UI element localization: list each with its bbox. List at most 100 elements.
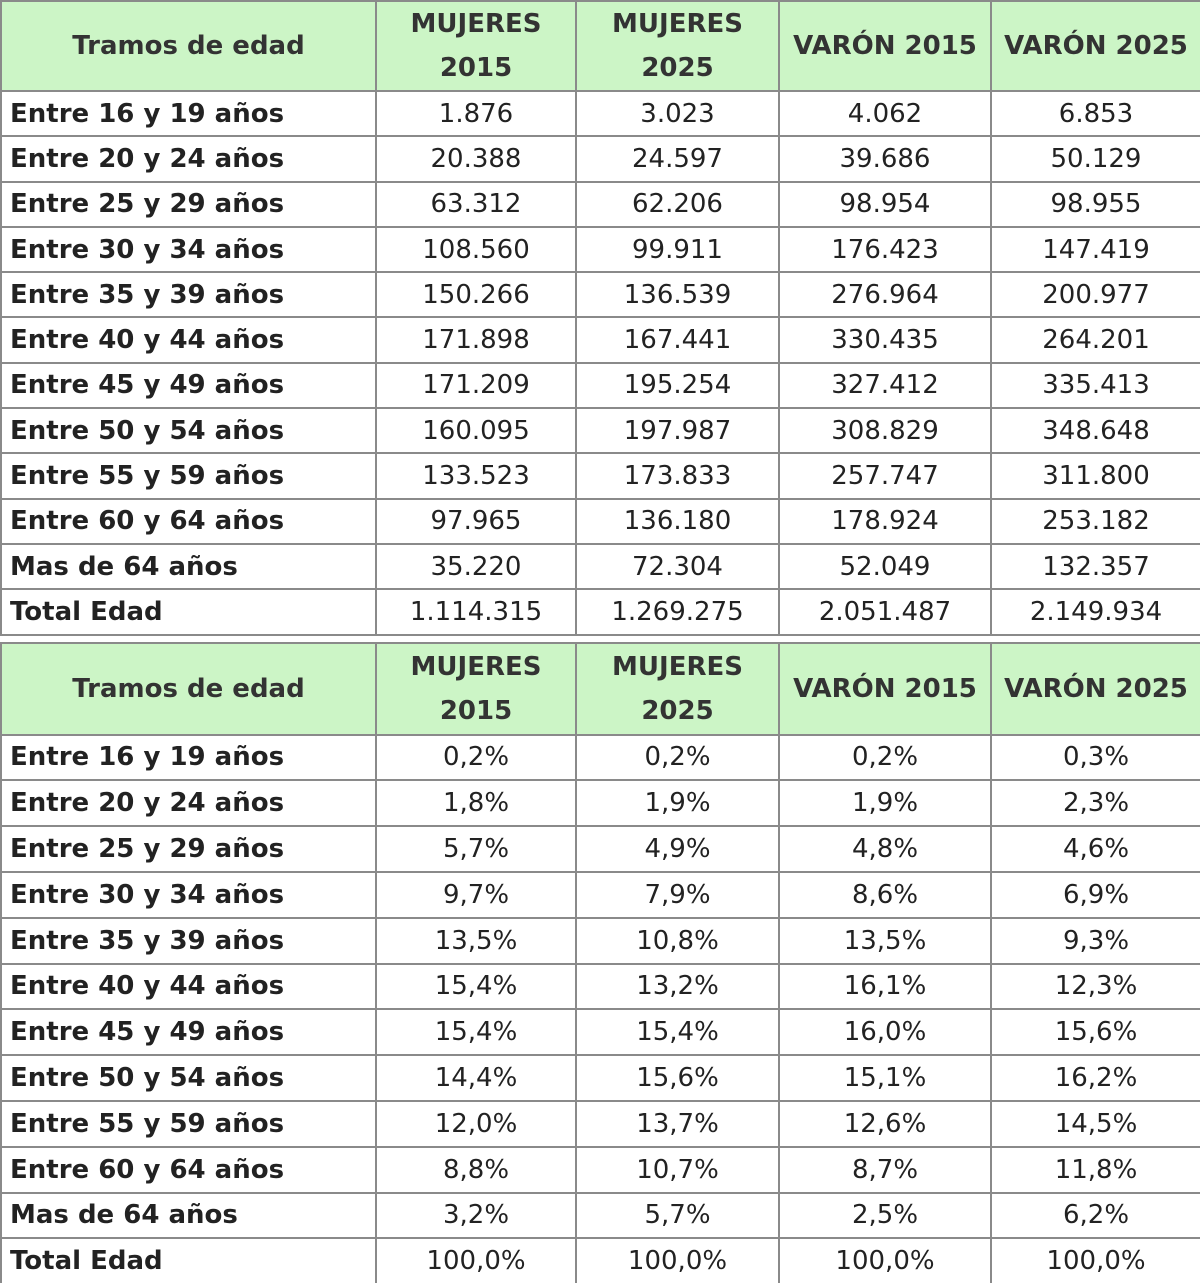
cell: 160.095 xyxy=(375,407,577,455)
cell: 52.049 xyxy=(778,542,992,591)
cell: 4.062 xyxy=(778,89,992,138)
cell: 195.254 xyxy=(575,361,780,410)
cell: 150.266 xyxy=(375,271,577,319)
cell: 100,0% xyxy=(375,1237,577,1283)
table-row: Entre 35 y 39 años 150.266 136.539 276.964 2… xyxy=(0,271,1200,319)
cell: 15,4% xyxy=(375,1008,577,1057)
cell: 132.357 xyxy=(990,542,1200,591)
cell: 24.597 xyxy=(575,135,780,183)
row-label: Entre 30 y 34 años xyxy=(0,870,377,919)
cell: 16,2% xyxy=(990,1054,1200,1102)
table-row: Entre 50 y 54 años 160.095 197.987 308.829 3… xyxy=(0,407,1200,455)
cell: 10,8% xyxy=(575,916,780,965)
cell: 63.312 xyxy=(375,180,577,228)
cell: 14,5% xyxy=(990,1099,1200,1148)
cell: 7,9% xyxy=(575,870,780,919)
table-row: Entre 20 y 24 años 1,8% 1,9% 1,9% 2,3% xyxy=(0,779,1200,828)
row-label: Entre 16 y 19 años xyxy=(0,733,377,782)
table-row: Entre 60 y 64 años 97.965 136.180 178.924 25… xyxy=(0,497,1200,545)
row-label: Entre 60 y 64 años xyxy=(0,497,377,545)
cell: 147.419 xyxy=(990,225,1200,274)
cell: 12,6% xyxy=(778,1099,992,1148)
cell: 327.412 xyxy=(778,361,992,410)
row-label: Entre 20 y 24 años xyxy=(0,135,377,183)
table-row: Mas de 64 años 35.220 72.304 52.049 132.357 xyxy=(0,542,1200,591)
cell: 15,1% xyxy=(778,1054,992,1102)
cell: 257.747 xyxy=(778,452,992,500)
row-label: Entre 40 y 44 años xyxy=(0,962,377,1011)
cell: 5,7% xyxy=(375,825,577,873)
cell: 20.388 xyxy=(375,135,577,183)
header-cell: MUJERES 2015 xyxy=(375,641,577,736)
cell: 13,7% xyxy=(575,1099,780,1148)
cell: 2,5% xyxy=(778,1191,992,1240)
cell: 1,9% xyxy=(778,779,992,828)
table-row: Entre 60 y 64 años 8,8% 10,7% 8,7% 11,8% xyxy=(0,1145,1200,1194)
header-row: Tramos de edad MUJERES 2015 MUJERES 2025 VA… xyxy=(0,0,1200,92)
percent-table: Tramos de edad MUJERES 2015 MUJERES 2025 VA… xyxy=(0,641,1200,1283)
row-label: Entre 35 y 39 años xyxy=(0,916,377,965)
cell: 100,0% xyxy=(575,1237,780,1283)
row-label: Entre 50 y 54 años xyxy=(0,407,377,455)
table-row: Entre 45 y 49 años 15,4% 15,4% 16,0% 15,6% xyxy=(0,1008,1200,1057)
cell: 6,9% xyxy=(990,870,1200,919)
table-row: Entre 35 y 39 años 13,5% 10,8% 13,5% 9,3% xyxy=(0,916,1200,965)
cell: 1.114.315 xyxy=(375,588,577,636)
table-row: Entre 45 y 49 años 171.209 195.254 327.412 3… xyxy=(0,361,1200,410)
table-row: Entre 40 y 44 años 171.898 167.441 330.435 2… xyxy=(0,316,1200,364)
cell: 62.206 xyxy=(575,180,780,228)
cell: 13,2% xyxy=(575,962,780,1011)
cell: 13,5% xyxy=(375,916,577,965)
cell: 0,3% xyxy=(990,733,1200,782)
cell: 8,7% xyxy=(778,1145,992,1194)
cell: 12,3% xyxy=(990,962,1200,1011)
cell: 136.180 xyxy=(575,497,780,545)
table-row: Entre 30 y 34 años 108.560 99.911 176.423 14… xyxy=(0,225,1200,274)
row-label: Entre 45 y 49 años xyxy=(0,1008,377,1057)
cell: 173.833 xyxy=(575,452,780,500)
cell: 178.924 xyxy=(778,497,992,545)
row-label: Entre 25 y 29 años xyxy=(0,825,377,873)
row-label: Entre 55 y 59 años xyxy=(0,1099,377,1148)
cell: 1.269.275 xyxy=(575,588,780,636)
row-label: Entre 45 y 49 años xyxy=(0,361,377,410)
row-label: Total Edad xyxy=(0,1237,377,1283)
cell: 108.560 xyxy=(375,225,577,274)
cell: 197.987 xyxy=(575,407,780,455)
table-row: Entre 25 y 29 años 63.312 62.206 98.954 98.9… xyxy=(0,180,1200,228)
cell: 98.954 xyxy=(778,180,992,228)
cell: 4,9% xyxy=(575,825,780,873)
cell: 99.911 xyxy=(575,225,780,274)
row-label: Mas de 64 años xyxy=(0,542,377,591)
row-label: Entre 16 y 19 años xyxy=(0,89,377,138)
cell: 9,7% xyxy=(375,870,577,919)
header-cell: VARÓN 2025 xyxy=(990,641,1200,736)
cell: 8,8% xyxy=(375,1145,577,1194)
cell: 2.051.487 xyxy=(778,588,992,636)
cell: 176.423 xyxy=(778,225,992,274)
cell: 311.800 xyxy=(990,452,1200,500)
cell: 6.853 xyxy=(990,89,1200,138)
cell: 12,0% xyxy=(375,1099,577,1148)
cell: 4,6% xyxy=(990,825,1200,873)
header-row: Tramos de edad MUJERES 2015 MUJERES 2025 VA… xyxy=(0,641,1200,736)
table-row: Entre 16 y 19 años 0,2% 0,2% 0,2% 0,3% xyxy=(0,733,1200,782)
counts-table: Tramos de edad MUJERES 2015 MUJERES 2025 VA… xyxy=(0,0,1200,636)
table-row: Total Edad 1.114.315 1.269.275 2.051.487 2.1… xyxy=(0,588,1200,636)
cell: 2,3% xyxy=(990,779,1200,828)
cell: 330.435 xyxy=(778,316,992,364)
cell: 1,9% xyxy=(575,779,780,828)
header-cell: VARÓN 2015 xyxy=(778,0,992,92)
cell: 98.955 xyxy=(990,180,1200,228)
cell: 167.441 xyxy=(575,316,780,364)
table-row: Entre 25 y 29 años 5,7% 4,9% 4,8% 4,6% xyxy=(0,825,1200,873)
cell: 4,8% xyxy=(778,825,992,873)
table-row: Entre 50 y 54 años 14,4% 15,6% 15,1% 16,2% xyxy=(0,1054,1200,1102)
table-row: Total Edad 100,0% 100,0% 100,0% 100,0% xyxy=(0,1237,1200,1283)
cell: 39.686 xyxy=(778,135,992,183)
cell: 16,0% xyxy=(778,1008,992,1057)
table-row: Entre 16 y 19 años 1.876 3.023 4.062 6.853 xyxy=(0,89,1200,138)
cell: 171.209 xyxy=(375,361,577,410)
cell: 276.964 xyxy=(778,271,992,319)
header-cell: MUJERES 2025 xyxy=(575,641,780,736)
